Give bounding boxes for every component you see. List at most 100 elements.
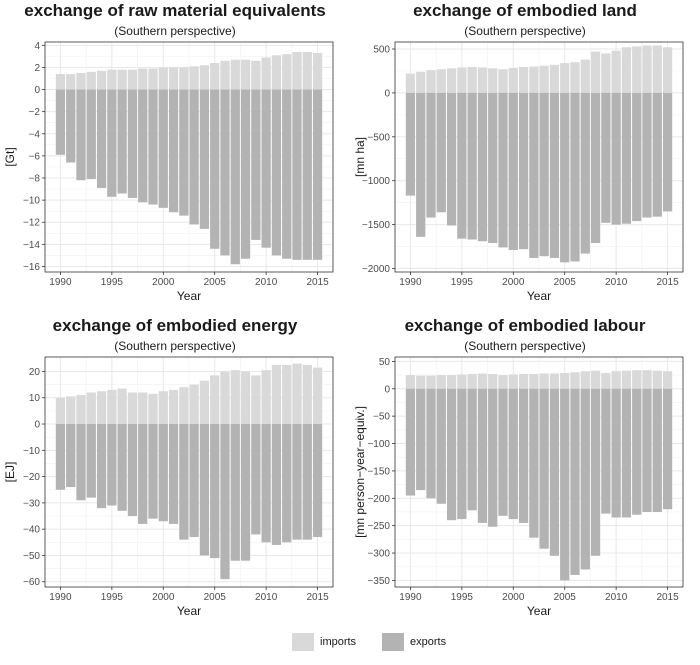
y-tick-label: −350 <box>367 576 390 587</box>
y-tick-label: 0 <box>384 384 390 395</box>
bar-exports <box>261 424 271 543</box>
bar-exports <box>76 89 86 181</box>
bar-exports <box>498 92 508 248</box>
bar-imports <box>312 367 323 425</box>
y-tick-label: −1500 <box>362 220 391 231</box>
bar-imports <box>518 373 529 389</box>
bar-exports <box>611 388 621 518</box>
bar-exports <box>210 89 220 249</box>
bar-imports <box>271 55 282 90</box>
bar-exports <box>549 388 560 556</box>
bar-exports <box>66 89 76 163</box>
bar-exports <box>138 89 148 203</box>
bar-imports <box>199 65 210 90</box>
bar-imports <box>601 372 611 389</box>
bar-exports <box>96 89 107 188</box>
x-axis-label: Year <box>177 289 201 303</box>
bar-imports <box>590 370 601 389</box>
bar-imports <box>477 373 488 389</box>
bar-imports <box>261 370 271 425</box>
y-tick-label: −2 <box>29 107 41 118</box>
bar-imports <box>96 70 107 90</box>
y-axis-label: [Gt] <box>3 147 17 166</box>
bar-imports <box>611 50 621 93</box>
bar-imports <box>189 384 199 425</box>
y-tick-label: −500 <box>367 132 390 143</box>
y-tick-label: −14 <box>23 240 40 251</box>
bar-imports <box>220 371 230 425</box>
bar-exports <box>518 92 529 250</box>
bar-imports <box>251 60 261 90</box>
bar-imports <box>66 74 76 90</box>
bar-imports <box>148 68 158 90</box>
bar-imports <box>292 363 302 425</box>
bar-exports <box>508 92 518 251</box>
bar-exports <box>220 424 230 580</box>
y-tick-label: 50 <box>379 357 391 368</box>
bar-exports <box>529 388 539 538</box>
y-tick-label: 0 <box>384 88 390 99</box>
x-axis-label: Year <box>527 604 551 618</box>
bar-imports <box>158 67 168 90</box>
bar-exports <box>416 92 426 237</box>
bar-exports <box>662 92 673 212</box>
bar-exports <box>570 92 580 262</box>
bar-exports <box>426 92 436 218</box>
y-tick-label: −300 <box>367 549 390 560</box>
bar-exports <box>508 388 518 520</box>
bar-imports <box>498 69 508 93</box>
y-tick-label: −1000 <box>362 176 391 187</box>
bar-imports <box>529 373 539 389</box>
bar-exports <box>199 424 210 556</box>
bar-imports <box>416 71 426 93</box>
y-tick-label: −100 <box>367 439 390 450</box>
bar-exports <box>117 89 127 194</box>
plot-frame <box>394 356 684 588</box>
imports-swatch <box>292 633 314 651</box>
bar-imports <box>55 74 66 90</box>
bar-imports <box>570 62 580 93</box>
bar-imports <box>457 67 467 93</box>
x-tick-label: 2000 <box>502 277 525 288</box>
bar-imports <box>127 69 138 90</box>
bar-exports <box>436 92 446 213</box>
bar-imports <box>652 370 662 389</box>
x-tick-label: 2010 <box>605 592 628 603</box>
bar-exports <box>271 424 282 545</box>
bar-imports <box>302 364 312 425</box>
x-tick-label: 2005 <box>204 592 227 603</box>
bar-exports <box>240 424 251 561</box>
bar-exports <box>570 388 580 575</box>
y-axis-label: [mn ha] <box>353 137 367 177</box>
bar-exports <box>405 92 416 196</box>
bar-exports <box>632 92 642 222</box>
y-tick-label: −10 <box>23 446 40 457</box>
bar-exports <box>282 424 292 543</box>
legend-label-exports: exports <box>410 636 447 648</box>
bar-exports <box>230 424 240 561</box>
x-tick-label: 1990 <box>399 277 422 288</box>
bar-exports <box>652 92 662 217</box>
y-tick-label: −50 <box>373 412 390 423</box>
bar-exports <box>117 424 127 511</box>
bar-exports <box>282 89 292 259</box>
panel-energy: exchange of embodied energy (Southern pe… <box>0 315 350 620</box>
plot-frame <box>44 41 334 273</box>
x-tick-label: 2000 <box>152 277 175 288</box>
y-tick-label: −16 <box>23 262 40 273</box>
bar-imports <box>158 391 168 425</box>
y-tick-label: −50 <box>23 551 40 562</box>
bar-exports <box>127 424 138 517</box>
bar-exports <box>488 388 498 527</box>
bar-exports <box>580 92 590 254</box>
bar-imports <box>529 66 539 93</box>
bar-imports <box>251 375 261 425</box>
y-tick-label: 0 <box>34 85 40 96</box>
bar-imports <box>539 65 549 93</box>
bar-exports <box>621 92 632 224</box>
bar-imports <box>282 364 292 425</box>
bar-exports <box>549 92 560 258</box>
bar-imports <box>508 374 518 389</box>
y-tick-label: −12 <box>23 218 40 229</box>
bar-exports <box>220 89 230 256</box>
